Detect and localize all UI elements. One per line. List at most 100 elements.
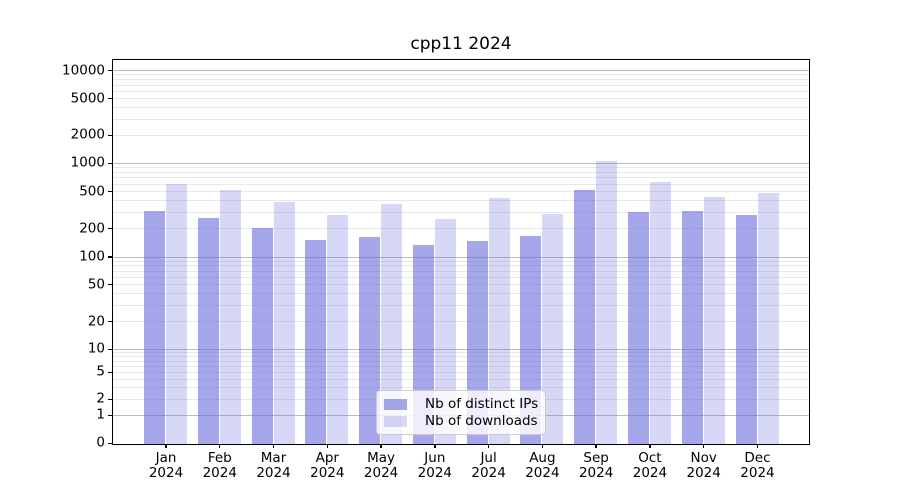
y-tick-label-200: 200 bbox=[79, 220, 105, 236]
gridline-6 bbox=[113, 365, 809, 367]
gridline-30 bbox=[113, 304, 809, 306]
y-tick-label-1000: 1000 bbox=[70, 154, 105, 171]
bar-dec-downloads bbox=[757, 192, 779, 444]
gridline-600 bbox=[113, 183, 809, 185]
gridline-300 bbox=[113, 211, 809, 213]
x-tick-mark bbox=[756, 444, 759, 448]
y-tick-mark bbox=[108, 348, 112, 351]
gridline-70 bbox=[113, 270, 809, 272]
x-tick-label-dec: Dec 2024 bbox=[740, 450, 775, 481]
y-tick-label-500: 500 bbox=[79, 182, 105, 199]
x-tick-label-sep: Sep 2024 bbox=[578, 450, 614, 481]
x-tick-label-feb: Feb 2024 bbox=[202, 450, 237, 481]
bar-jan-distinct-ips bbox=[144, 210, 166, 444]
bar-may-downloads bbox=[381, 203, 403, 444]
gridline-2000 bbox=[113, 135, 809, 137]
x-tick-mark bbox=[595, 444, 597, 448]
y-tick-label-5: 5 bbox=[96, 363, 105, 380]
gridline-200 bbox=[113, 228, 809, 230]
gridline-5 bbox=[113, 372, 809, 373]
chart-title: cpp11 2024 bbox=[410, 34, 512, 54]
x-tick-mark bbox=[703, 444, 705, 448]
x-tick-label-oct: Oct 2024 bbox=[632, 450, 668, 481]
gridline-40 bbox=[113, 293, 809, 295]
legend-label: Nb of downloads bbox=[425, 413, 538, 429]
bar-mar-downloads bbox=[273, 201, 295, 444]
x-tick-label-jan: Jan 2024 bbox=[148, 450, 184, 481]
y-tick-mark bbox=[108, 97, 112, 100]
legend-swatch-light-icon bbox=[384, 415, 407, 427]
gridline-100 bbox=[113, 256, 809, 258]
x-tick-label-nov: Nov 2024 bbox=[686, 450, 721, 481]
legend-item-distinct-ips: Nb of distinct IPs bbox=[384, 396, 538, 412]
bar-sep-downloads bbox=[596, 160, 618, 444]
bar-oct-downloads bbox=[650, 181, 672, 444]
y-tick-label-10: 10 bbox=[87, 340, 105, 357]
gridline-20 bbox=[113, 321, 809, 323]
x-tick-mark bbox=[649, 444, 651, 448]
x-tick-label-jul: Jul 2024 bbox=[471, 450, 506, 481]
gridline-80 bbox=[113, 265, 809, 267]
gridline-6000 bbox=[113, 90, 809, 92]
y-tick-mark bbox=[108, 190, 112, 193]
y-tick-mark bbox=[108, 320, 112, 323]
x-tick-mark bbox=[380, 444, 382, 448]
gridline-9000 bbox=[113, 74, 809, 76]
y-tick-label-0: 0 bbox=[96, 434, 105, 451]
gridline-8000 bbox=[113, 79, 809, 81]
y-tick-label-20: 20 bbox=[87, 312, 105, 329]
x-tick-mark bbox=[541, 444, 544, 448]
y-tick-mark bbox=[108, 162, 112, 165]
x-tick-label-aug: Aug 2024 bbox=[525, 450, 560, 481]
gridline-9 bbox=[113, 352, 809, 354]
gridline-400 bbox=[113, 200, 809, 202]
gridline-3000 bbox=[113, 118, 809, 120]
bar-dec-distinct-ips bbox=[735, 214, 757, 444]
legend: Nb of distinct IPs Nb of downloads bbox=[376, 390, 546, 435]
x-tick-mark bbox=[219, 444, 221, 448]
y-tick-label-2: 2 bbox=[96, 390, 105, 407]
y-tick-label-5000: 5000 bbox=[70, 89, 105, 106]
legend-item-downloads: Nb of downloads bbox=[384, 413, 538, 429]
gridline-7 bbox=[113, 360, 809, 362]
gridline-50 bbox=[113, 284, 809, 286]
gridline-7000 bbox=[113, 84, 809, 86]
gridline-4000 bbox=[113, 107, 809, 109]
x-tick-label-may: May 2024 bbox=[363, 450, 399, 481]
y-tick-mark bbox=[108, 398, 112, 401]
bar-apr-distinct-ips bbox=[305, 239, 327, 444]
bar-nov-downloads bbox=[703, 196, 725, 444]
bar-oct-distinct-ips bbox=[628, 211, 650, 444]
x-tick-mark bbox=[165, 444, 167, 448]
x-tick-mark bbox=[434, 444, 436, 448]
y-tick-mark bbox=[108, 284, 112, 286]
y-tick-mark bbox=[108, 256, 112, 258]
y-tick-mark bbox=[108, 69, 112, 72]
bar-nov-distinct-ips bbox=[681, 210, 703, 444]
x-tick-mark bbox=[487, 444, 490, 448]
gridline-90 bbox=[113, 260, 809, 262]
gridline-8 bbox=[113, 356, 809, 358]
bar-aug-downloads bbox=[542, 213, 564, 444]
x-tick-mark bbox=[272, 444, 275, 448]
x-tick-label-apr: Apr 2024 bbox=[310, 450, 345, 481]
gridline-3 bbox=[113, 387, 809, 389]
bar-jun-downloads bbox=[434, 218, 456, 444]
bar-sep-distinct-ips bbox=[574, 189, 596, 444]
bar-apr-downloads bbox=[327, 214, 349, 444]
x-tick-mark bbox=[326, 444, 328, 448]
y-tick-mark bbox=[108, 228, 112, 230]
bar-feb-downloads bbox=[219, 190, 241, 444]
y-tick-mark bbox=[108, 442, 112, 445]
y-tick-mark bbox=[108, 134, 112, 137]
bar-feb-distinct-ips bbox=[197, 217, 219, 444]
y-tick-label-2000: 2000 bbox=[70, 126, 105, 143]
y-tick-mark bbox=[108, 414, 112, 417]
gridline-10000 bbox=[113, 70, 809, 72]
gridline-1000 bbox=[113, 163, 809, 164]
bar-may-distinct-ips bbox=[359, 237, 381, 444]
gridline-500 bbox=[113, 191, 809, 193]
plot-area: Nb of distinct IPs Nb of downloads bbox=[112, 59, 810, 445]
y-tick-label-1: 1 bbox=[96, 406, 105, 423]
